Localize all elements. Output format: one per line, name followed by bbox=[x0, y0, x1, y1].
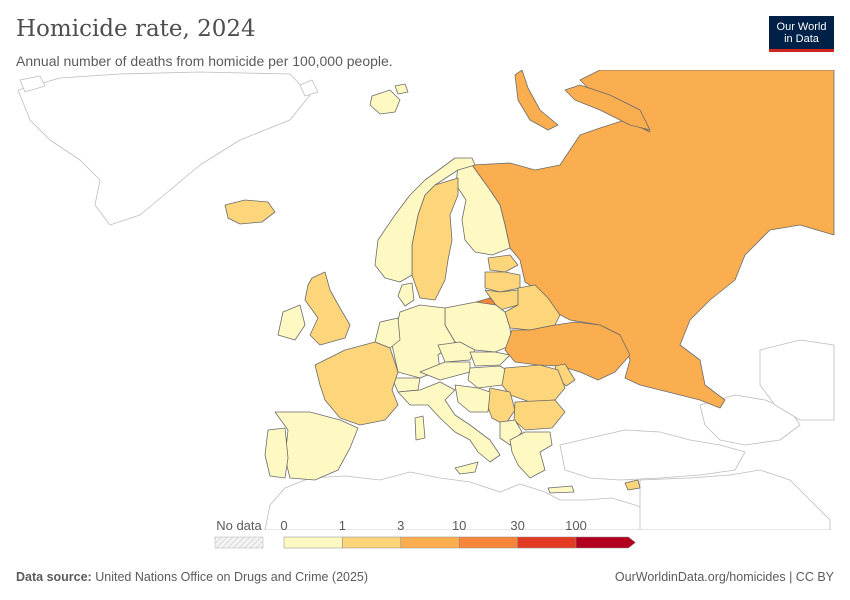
country-turkey[interactable] bbox=[559, 429, 746, 481]
country-bulgaria[interactable] bbox=[513, 399, 566, 431]
country-finland[interactable] bbox=[455, 164, 511, 256]
country-russia-novaya-zemlya bbox=[514, 70, 651, 131]
country-crete bbox=[547, 485, 575, 494]
legend-bin-2[interactable] bbox=[400, 536, 460, 549]
country-united-kingdom[interactable] bbox=[304, 271, 351, 346]
source-link[interactable]: OurWorldinData.org/homicides bbox=[614, 570, 786, 584]
country-sardinia bbox=[414, 415, 426, 441]
country-cyprus[interactable] bbox=[624, 479, 641, 491]
chart-title: Homicide rate, 2024 bbox=[16, 16, 256, 42]
legend-bin-0[interactable] bbox=[283, 536, 343, 549]
data-source: Data source: United Nations Office on Dr… bbox=[16, 570, 368, 584]
country-iceland[interactable] bbox=[224, 199, 276, 225]
country-ireland[interactable] bbox=[277, 304, 306, 341]
country-germany[interactable] bbox=[391, 304, 456, 379]
country-svalbard[interactable] bbox=[369, 83, 409, 115]
owid-logo[interactable]: Our World in Data bbox=[769, 16, 834, 52]
country-north-africa[interactable] bbox=[264, 471, 661, 530]
country-sicily bbox=[454, 461, 479, 475]
country-middle-east[interactable] bbox=[639, 469, 831, 530]
legend-no-data-swatch[interactable] bbox=[214, 536, 264, 549]
country-latvia[interactable] bbox=[484, 271, 521, 293]
country-estonia[interactable] bbox=[487, 254, 519, 273]
legend-bin-3[interactable] bbox=[458, 536, 518, 549]
country-france[interactable] bbox=[314, 341, 399, 426]
country-serbia[interactable] bbox=[485, 387, 516, 426]
country-greenland[interactable] bbox=[17, 71, 311, 226]
country-greenland-islands bbox=[19, 75, 319, 97]
footer-credit: OurWorldinData.org/homicides | CC BY bbox=[615, 570, 834, 584]
country-kazakhstan[interactable] bbox=[759, 339, 835, 421]
country-slovakia[interactable] bbox=[469, 351, 511, 367]
chart-subtitle: Annual number of deaths from homicide pe… bbox=[16, 53, 393, 69]
country-caucasus[interactable] bbox=[699, 394, 801, 446]
country-italy[interactable] bbox=[397, 381, 501, 463]
legend-bin-1[interactable] bbox=[342, 536, 402, 549]
country-ukraine[interactable] bbox=[504, 321, 631, 381]
license-text: | CC BY bbox=[789, 570, 834, 584]
europe-choropleth-map bbox=[17, 70, 835, 530]
country-norway[interactable] bbox=[374, 157, 476, 283]
country-portugal[interactable] bbox=[264, 427, 289, 479]
country-benelux[interactable] bbox=[374, 317, 401, 349]
country-switzerland[interactable] bbox=[391, 377, 421, 393]
data-source-text: United Nations Office on Drugs and Crime… bbox=[95, 570, 369, 584]
legend-bin-4[interactable] bbox=[517, 536, 577, 549]
logo-line-1: Our World bbox=[776, 21, 827, 33]
data-source-label: Data source: bbox=[16, 570, 92, 584]
country-croatia-bosnia[interactable] bbox=[454, 384, 491, 413]
country-greece[interactable] bbox=[509, 431, 553, 479]
logo-line-2: in Data bbox=[784, 33, 819, 45]
country-austria[interactable] bbox=[419, 361, 471, 381]
country-denmark[interactable] bbox=[397, 282, 415, 307]
legend-bin-5[interactable] bbox=[575, 536, 636, 549]
country-spain[interactable] bbox=[274, 411, 359, 481]
